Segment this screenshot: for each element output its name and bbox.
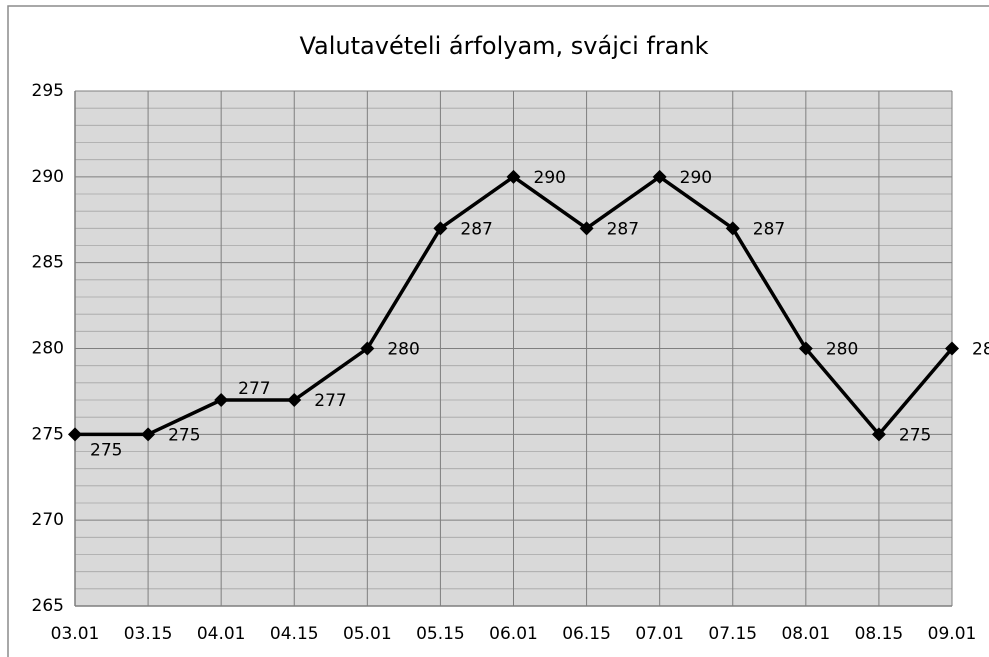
- y-tick-label: 285: [32, 253, 64, 273]
- data-label: 277: [314, 391, 346, 411]
- x-tick-label: 08.01: [781, 624, 830, 644]
- y-tick-label: 280: [32, 339, 64, 359]
- y-tick-label: 265: [32, 596, 64, 616]
- marker: [725, 221, 740, 236]
- data-label: 277: [238, 379, 270, 399]
- marker: [871, 427, 886, 442]
- x-tick-label: 03.01: [51, 624, 100, 644]
- data-label: 280: [972, 340, 989, 360]
- x-tick-label: 06.01: [489, 624, 538, 644]
- data-label: 287: [607, 219, 639, 239]
- x-tick-label: 05.01: [343, 624, 392, 644]
- x-tick-label: 04.01: [197, 624, 246, 644]
- x-tick-label: 08.15: [855, 624, 904, 644]
- data-label: 290: [534, 168, 566, 188]
- marker: [287, 393, 302, 407]
- marker: [360, 341, 375, 356]
- y-tick-label: 270: [32, 510, 64, 530]
- x-tick-label: 03.15: [124, 624, 173, 644]
- x-tick-label: 06.15: [562, 624, 611, 644]
- x-tick-label: 07.01: [635, 624, 684, 644]
- x-tick-label: 09.01: [928, 624, 977, 644]
- marker: [433, 221, 448, 236]
- chart-title: Valutavételi árfolyam, svájci frank: [300, 32, 709, 60]
- data-label: 275: [90, 440, 122, 460]
- data-label: 280: [826, 340, 858, 360]
- y-tick-label: 290: [32, 167, 64, 187]
- y-tick-label: 275: [32, 424, 64, 444]
- data-label: 275: [168, 425, 200, 445]
- marker: [506, 169, 521, 184]
- marker: [68, 427, 82, 442]
- marker: [945, 341, 959, 356]
- data-label: 275: [899, 425, 931, 445]
- data-label: 287: [460, 219, 492, 239]
- data-label: 290: [680, 168, 712, 188]
- x-tick-label: 05.15: [416, 624, 465, 644]
- data-label: 287: [753, 219, 785, 239]
- x-tick-label: 07.15: [708, 624, 757, 644]
- marker: [652, 169, 667, 184]
- marker: [798, 341, 813, 356]
- marker: [214, 393, 229, 407]
- marker: [579, 221, 594, 236]
- y-tick-label: 295: [32, 81, 64, 101]
- marker: [141, 427, 156, 442]
- data-label: 280: [387, 340, 419, 360]
- x-tick-label: 04.15: [270, 624, 319, 644]
